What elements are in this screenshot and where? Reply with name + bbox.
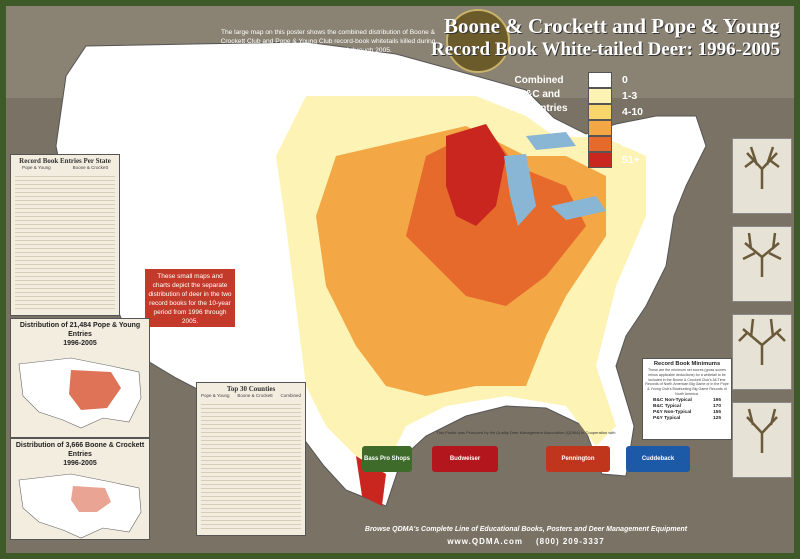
mini-dots xyxy=(71,486,111,512)
title-line-1: Boone & Crockett and Pope & Young xyxy=(443,14,780,38)
boone-crockett-title-line: 1996-2005 xyxy=(63,460,97,467)
state-table-rows xyxy=(15,173,115,311)
minimum-row: B&C Non-Typical 195 xyxy=(643,398,731,404)
minimum-label: B&C Non-Typical xyxy=(653,397,692,403)
legend-title-line: P&Y Entries xyxy=(510,103,568,114)
pope-young-title-line: 1996-2005 xyxy=(63,340,97,347)
pope-young-map xyxy=(18,357,142,429)
minimum-row: P&Y Typical 125 xyxy=(643,416,731,422)
sponsor-strip: Bass Pro Shops Budweiser Pennington Cudd… xyxy=(346,442,706,490)
pope-young-title: Distribution of 21,484 Pope & Young Entr… xyxy=(11,319,149,348)
boone-crockett-title: Distribution of 3,666 Boone & Crockett E… xyxy=(11,439,149,468)
legend-label: 11-20 xyxy=(622,122,649,134)
top-counties-table: Top 30 Counties Pope & Young Boone & Cro… xyxy=(196,382,306,536)
legend-item: 11-20 xyxy=(588,120,649,136)
top-counties-header: Pope & Young Boone & Crockett Combined xyxy=(197,393,305,398)
boone-crockett-title-line: Distribution of 3,666 Boone & Crockett E… xyxy=(15,442,145,458)
antler-column xyxy=(732,98,792,538)
boone-crockett-panel: Distribution of 3,666 Boone & Crockett E… xyxy=(10,438,150,540)
record-book-minimums: Record Book Minimums These are the minim… xyxy=(642,358,732,440)
legend-title: Combined B&C and P&Y Entries xyxy=(499,74,579,116)
state-table-header: Pope & Young Boone & Crockett xyxy=(11,165,119,170)
antler-photo-card xyxy=(732,402,792,478)
top-counties-col-a: Pope & Young xyxy=(200,393,230,398)
phone-number: (800) 209-3337 xyxy=(535,537,605,546)
title-line-2: Record Book White-tailed Deer: 1996-2005 xyxy=(431,39,780,60)
red-core xyxy=(446,124,506,226)
legend-label: 1-3 xyxy=(622,90,638,102)
great-lakes xyxy=(504,132,606,226)
url-phone-line: www.QDMA.com (800) 209-3337 xyxy=(346,537,706,546)
antler-icon xyxy=(746,408,778,453)
top-counties-col-c: Combined xyxy=(280,393,302,398)
minimum-row: P&Y Non-Typical 155 xyxy=(643,410,731,416)
produced-by-text: This Poster was Produced by the Quality … xyxy=(436,430,616,435)
sponsor-logo: Bass Pro Shops xyxy=(362,446,412,472)
url-phone-separator xyxy=(526,537,532,546)
browse-text: Browse QDMA's Complete Line of Education… xyxy=(364,526,688,533)
boone-crockett-map xyxy=(18,473,142,539)
state-table-col-a: Pope & Young xyxy=(22,165,51,170)
legend-item: 1-3 xyxy=(588,88,649,104)
state-table-title: Record Book Entries Per State xyxy=(19,157,111,165)
intro-text: The large map on this poster shows the c… xyxy=(220,29,436,54)
sponsor-logo: Cuddeback xyxy=(626,446,690,472)
top-counties-rows xyxy=(201,401,301,531)
minimums-title: Record Book Minimums xyxy=(653,361,721,367)
poster-inner: The large map on this poster shows the c… xyxy=(6,6,794,553)
legend-title-line: Combined xyxy=(514,75,564,86)
minimum-row: B&C Typical 170 xyxy=(643,404,731,410)
legend-swatch xyxy=(588,120,612,136)
top-counties-title: Top 30 Counties xyxy=(226,385,276,393)
legend-title-line: B&C and xyxy=(517,89,561,100)
antler-icon xyxy=(742,232,782,277)
state-entries-table: Record Book Entries Per State Pope & You… xyxy=(10,154,120,316)
legend-swatch xyxy=(588,104,612,120)
legend-label: 51+ xyxy=(622,154,640,166)
minimums-description: These are the minimum net scores (gross … xyxy=(645,368,729,396)
pope-young-title-line: Distribution of 21,484 Pope & Young Entr… xyxy=(19,322,141,338)
legend-swatch xyxy=(588,88,612,104)
callout-box: These small maps and charts depict the s… xyxy=(144,268,236,328)
minimum-value: 155 xyxy=(712,409,721,415)
legend: 0 1-3 4-10 11-20 21-50 51+ xyxy=(588,72,649,168)
antler-icon xyxy=(744,146,780,189)
legend-item: 0 xyxy=(588,72,649,88)
legend-label: 4-10 xyxy=(622,106,644,118)
minimum-value: 170 xyxy=(712,403,721,409)
minimum-value: 195 xyxy=(712,397,721,403)
mini-dots xyxy=(69,370,121,410)
antler-icon xyxy=(738,318,786,365)
legend-label: 0 xyxy=(622,74,628,86)
sponsor-logo: Budweiser xyxy=(432,446,498,472)
legend-item: 4-10 xyxy=(588,104,649,120)
legend-swatch xyxy=(588,136,612,152)
legend-swatch xyxy=(588,72,612,88)
sponsor-logo: Pennington xyxy=(546,446,610,472)
state-table-col-b: Boone & Crockett xyxy=(72,165,108,170)
legend-item: 51+ xyxy=(588,152,649,168)
qdma-seal-logo xyxy=(446,9,510,73)
pope-young-panel: Distribution of 21,484 Pope & Young Entr… xyxy=(10,318,150,438)
legend-swatch xyxy=(588,152,612,168)
minimum-label: P&Y Non-Typical xyxy=(653,409,692,415)
minimum-label: P&Y Typical xyxy=(653,415,681,421)
minimum-label: B&C Typical xyxy=(653,403,681,409)
top-counties-col-b: Boone & Crockett xyxy=(237,393,273,398)
antler-photo-card xyxy=(732,138,792,214)
antler-photo-card xyxy=(732,226,792,302)
minimum-value: 125 xyxy=(712,415,721,421)
legend-item: 21-50 xyxy=(588,136,649,152)
antler-photo-card xyxy=(732,314,792,390)
legend-label: 21-50 xyxy=(622,138,649,150)
website-url[interactable]: www.QDMA.com xyxy=(447,537,524,546)
